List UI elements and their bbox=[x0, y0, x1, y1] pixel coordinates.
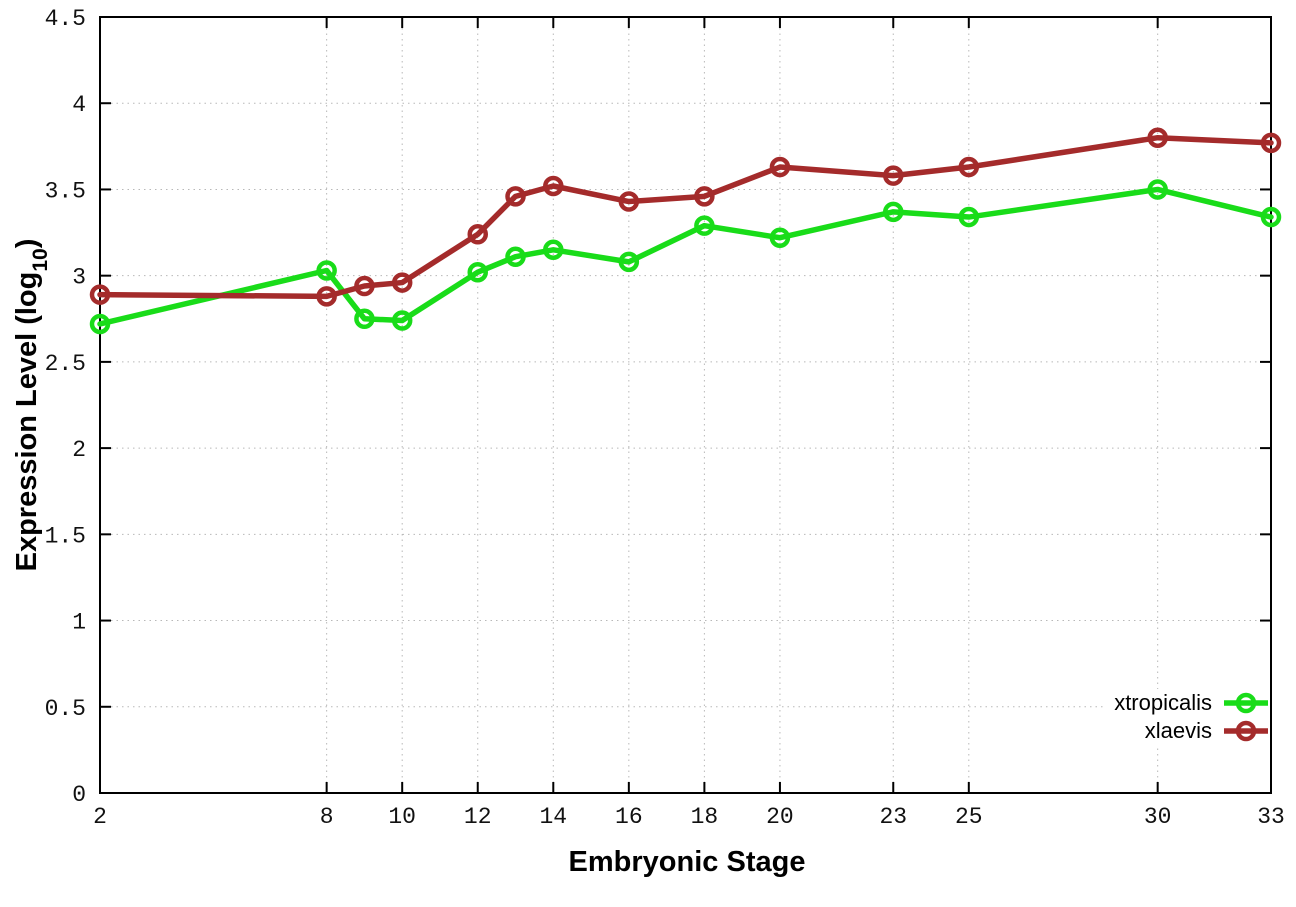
x-tick-label: 23 bbox=[879, 804, 907, 830]
legend-line-circle-icon bbox=[1224, 692, 1268, 714]
legend-item-xtropicalis: xtropicalis bbox=[1114, 689, 1270, 717]
y-tick-label: 0 bbox=[72, 782, 86, 808]
data-point-marker bbox=[467, 261, 488, 283]
data-point-marker bbox=[694, 186, 715, 207]
data-point-marker bbox=[505, 246, 526, 267]
series-line bbox=[97, 134, 1274, 300]
data-point-marker bbox=[1260, 206, 1282, 228]
data-point-marker bbox=[1260, 132, 1282, 154]
y-tick-label: 0.5 bbox=[45, 696, 86, 722]
y-tick-label: 2.5 bbox=[45, 351, 86, 377]
data-point-marker bbox=[883, 201, 904, 223]
data-point-marker bbox=[354, 308, 375, 330]
data-point-marker bbox=[316, 260, 337, 281]
data-point-marker bbox=[618, 191, 640, 212]
y-axis-title-close: ) bbox=[11, 238, 44, 249]
axis-ticks bbox=[99, 16, 1272, 794]
gridlines bbox=[100, 17, 1271, 793]
y-axis-title-text: Expression Level (log bbox=[11, 271, 44, 572]
x-tick-label: 25 bbox=[955, 804, 983, 830]
x-tick-label: 8 bbox=[320, 804, 334, 830]
legend-item-xlaevis: xlaevis bbox=[1114, 717, 1270, 745]
y-tick-label: 1 bbox=[72, 610, 86, 636]
data-point-marker bbox=[89, 313, 111, 335]
x-axis-title: Embryonic Stage bbox=[568, 846, 806, 878]
data-point-marker bbox=[354, 275, 375, 297]
data-point-marker bbox=[89, 284, 111, 305]
data-point-marker bbox=[543, 175, 564, 197]
series-line bbox=[97, 186, 1274, 327]
y-axis-title-subscript: 10 bbox=[28, 248, 52, 272]
data-point-marker bbox=[618, 251, 640, 273]
data-point-marker bbox=[391, 310, 413, 331]
data-point-marker bbox=[769, 227, 791, 248]
x-tick-label: 16 bbox=[615, 804, 643, 830]
y-tick-label: 4 bbox=[72, 92, 86, 118]
data-point-marker bbox=[543, 239, 564, 261]
tick-labels: 0 0.5 1 1.5 2 2.5 3 3.5 4 4.5 2 8 10 12 14 16 18 20 23 25 30… bbox=[45, 6, 1285, 830]
legend-label-xtropicalis: xtropicalis bbox=[1114, 690, 1212, 715]
legend-label-xlaevis: xlaevis bbox=[1144, 718, 1212, 743]
series-xlaevis bbox=[89, 127, 1282, 307]
legend: xtropicalis xlaevis bbox=[1106, 689, 1270, 745]
data-point-marker bbox=[694, 215, 715, 236]
legend-line-circle-icon bbox=[1224, 720, 1268, 742]
plot-border bbox=[99, 16, 1272, 794]
x-tick-label: 12 bbox=[464, 804, 492, 830]
data-point-marker bbox=[391, 272, 413, 293]
data-point-marker bbox=[1147, 127, 1168, 148]
y-tick-label: 2 bbox=[72, 437, 86, 463]
series-xtropicalis bbox=[89, 179, 1282, 335]
data-point-marker bbox=[505, 186, 526, 207]
data-point-marker bbox=[1147, 179, 1168, 200]
x-tick-label: 14 bbox=[539, 804, 567, 830]
y-tick-label: 3.5 bbox=[45, 178, 86, 204]
data-point-marker bbox=[769, 156, 791, 178]
data-point-marker bbox=[958, 206, 980, 228]
data-point-marker bbox=[958, 156, 980, 178]
y-axis-title: Expression Level (log10) bbox=[11, 238, 52, 572]
data-point-marker bbox=[467, 224, 488, 245]
data-point-marker bbox=[883, 165, 904, 186]
x-tick-label: 20 bbox=[766, 804, 794, 830]
x-tick-label: 2 bbox=[93, 804, 107, 830]
x-tick-label: 10 bbox=[388, 804, 416, 830]
x-tick-label: 18 bbox=[691, 804, 719, 830]
x-tick-label: 33 bbox=[1257, 804, 1285, 830]
x-tick-label: 30 bbox=[1144, 804, 1172, 830]
y-tick-label: 3 bbox=[72, 265, 86, 291]
data-point-marker bbox=[316, 286, 337, 307]
y-tick-label: 4.5 bbox=[45, 6, 86, 32]
y-tick-label: 1.5 bbox=[45, 523, 86, 549]
